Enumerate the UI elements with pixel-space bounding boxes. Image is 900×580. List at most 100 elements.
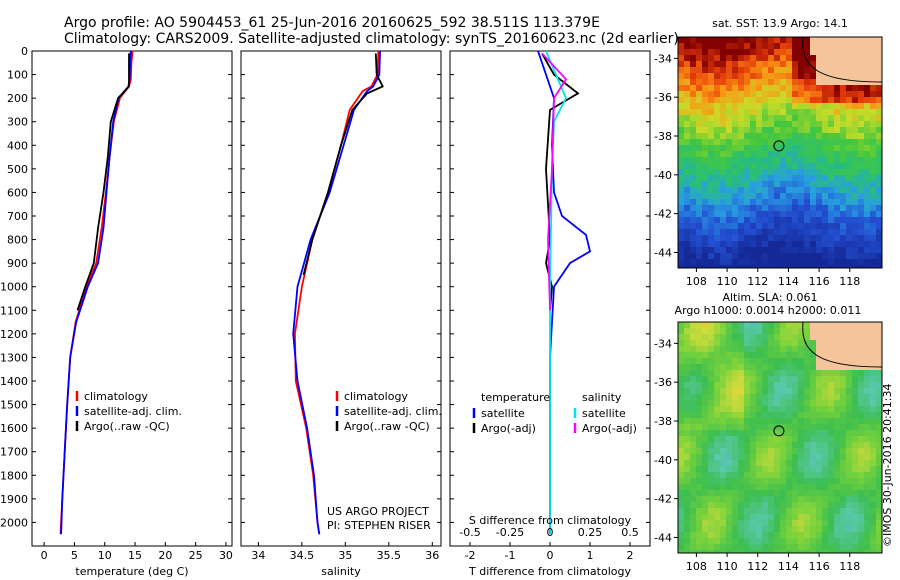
map-cell xyxy=(696,223,702,229)
map-cell xyxy=(726,37,732,43)
map-cell xyxy=(870,412,876,418)
map-cell xyxy=(708,49,714,55)
map-cell xyxy=(732,358,738,364)
map-cell xyxy=(738,145,744,151)
map-cell xyxy=(792,229,798,235)
map-cell xyxy=(702,181,708,187)
map-cell xyxy=(864,376,870,382)
map-cell xyxy=(774,514,780,520)
map-cell xyxy=(684,328,690,334)
map-cell xyxy=(852,370,858,376)
map-cell xyxy=(828,442,834,448)
map-cell xyxy=(684,55,690,61)
map-cell xyxy=(840,544,846,550)
map-cell xyxy=(714,223,720,229)
map-cell xyxy=(792,85,798,91)
map-cell xyxy=(702,253,708,259)
map-cell xyxy=(816,151,822,157)
map-cell xyxy=(678,352,684,358)
map-cell xyxy=(732,145,738,151)
map-cell xyxy=(876,508,882,514)
map-cell xyxy=(708,265,714,268)
map-cell xyxy=(756,322,762,328)
map-cell xyxy=(690,430,696,436)
map-cell xyxy=(822,358,828,364)
map-cell xyxy=(678,259,684,265)
map-cell xyxy=(810,259,816,265)
map-cell xyxy=(876,235,882,241)
map-cell xyxy=(744,169,750,175)
map-cell xyxy=(822,265,828,268)
map-cell xyxy=(870,346,876,352)
map-cell xyxy=(732,514,738,520)
map-cell xyxy=(714,91,720,97)
map-cell xyxy=(810,151,816,157)
map-cell xyxy=(726,376,732,382)
map-cell xyxy=(726,526,732,532)
map-cell xyxy=(762,175,768,181)
map-cell xyxy=(828,370,834,376)
map-cell xyxy=(702,352,708,358)
map-cell xyxy=(684,121,690,127)
map-cell xyxy=(738,265,744,268)
map-cell xyxy=(732,544,738,550)
map-cell xyxy=(720,49,726,55)
map-cell xyxy=(714,157,720,163)
map-cell xyxy=(774,91,780,97)
map-cell xyxy=(774,259,780,265)
map-cell xyxy=(738,235,744,241)
map-cell xyxy=(750,139,756,145)
map-cell xyxy=(738,61,744,67)
map-cell xyxy=(786,205,792,211)
map-cell xyxy=(792,328,798,334)
map-cell xyxy=(780,85,786,91)
map-cell xyxy=(732,43,738,49)
map-cell xyxy=(744,328,750,334)
map-cell xyxy=(876,49,882,55)
map-cell xyxy=(678,265,684,268)
map-cell xyxy=(864,526,870,532)
series-line xyxy=(76,53,130,311)
map-cell xyxy=(732,199,738,205)
map-cell xyxy=(834,430,840,436)
map-cell xyxy=(828,466,834,472)
map-cell xyxy=(714,496,720,502)
map-cell xyxy=(864,247,870,253)
map-cell xyxy=(810,91,816,97)
map-cell xyxy=(828,346,834,352)
map-cell xyxy=(792,376,798,382)
map-cell xyxy=(738,169,744,175)
map-cell xyxy=(762,502,768,508)
map-cell xyxy=(780,151,786,157)
map-cell xyxy=(864,127,870,133)
map-cell xyxy=(696,121,702,127)
map-cell xyxy=(714,181,720,187)
map-cell xyxy=(858,133,864,139)
map-cell xyxy=(828,514,834,520)
map-cell xyxy=(744,484,750,490)
map-cell xyxy=(750,211,756,217)
map-cell xyxy=(786,253,792,259)
map-cell xyxy=(852,265,858,268)
map-cell xyxy=(846,550,852,553)
map-cell xyxy=(774,544,780,550)
map-cell xyxy=(744,454,750,460)
map-cell xyxy=(702,478,708,484)
map-cell xyxy=(732,133,738,139)
map-cell xyxy=(834,61,840,67)
map-cell xyxy=(756,346,762,352)
map-cell xyxy=(714,412,720,418)
map-cell xyxy=(786,472,792,478)
map-cell xyxy=(738,199,744,205)
map-cell xyxy=(828,133,834,139)
y-tick-label: -44 xyxy=(654,531,672,544)
map-cell xyxy=(822,340,828,346)
map-cell xyxy=(792,223,798,229)
map-cell xyxy=(720,205,726,211)
map-cell xyxy=(678,205,684,211)
map-cell xyxy=(708,223,714,229)
map-cell xyxy=(714,217,720,223)
map-cell xyxy=(780,103,786,109)
map-cell xyxy=(876,496,882,502)
map-cell xyxy=(702,97,708,103)
